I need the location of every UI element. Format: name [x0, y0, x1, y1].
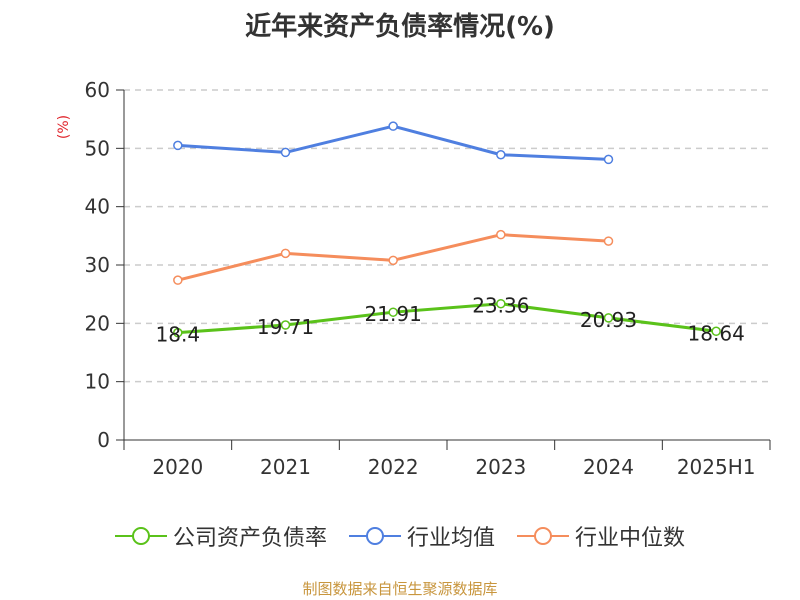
- legend-label-industry-mean: 行业均值: [406, 526, 495, 551]
- y-tick-label: 20: [85, 311, 110, 335]
- data-label: 21.91: [365, 302, 422, 326]
- x-tick-label: 2022: [368, 455, 419, 479]
- data-point-1: [280, 147, 291, 158]
- legend-marker-company: [114, 527, 167, 545]
- x-tick-label: 2024: [583, 455, 634, 479]
- y-tick-label: 30: [85, 253, 110, 277]
- legend-dot-company: [131, 527, 150, 545]
- legend-dot-industry-mean: [365, 527, 384, 545]
- x-tick-label: 2025H1: [677, 455, 756, 479]
- data-point-0: [711, 326, 721, 337]
- data-point-1: [173, 140, 183, 151]
- data-point-0: [388, 307, 398, 317]
- legend-item-industry-median[interactable]: 行业中位数: [517, 520, 685, 552]
- data-label: 20.93: [580, 308, 637, 332]
- x-tick-label: 2020: [152, 455, 203, 479]
- y-tick-label: 40: [85, 195, 110, 219]
- series-line-1: [177, 124, 609, 161]
- source-note: 制图数据来自恒生聚源数据库: [302, 580, 498, 598]
- data-point-0: [603, 313, 614, 323]
- legend-item-company[interactable]: 公司资产负债率: [114, 520, 327, 552]
- x-tick-label: 2023: [475, 455, 526, 479]
- data-point-1: [603, 154, 614, 165]
- y-tick-label: 10: [85, 370, 110, 394]
- data-label: 18.64: [688, 321, 745, 345]
- chart-title: 近年来资产负债率情况(%): [245, 12, 555, 42]
- data-point-2: [388, 255, 398, 266]
- legend-label-company: 公司资产负债率: [172, 526, 327, 551]
- legend-marker-industry-mean: [348, 527, 401, 545]
- y-tick-label: 0: [97, 428, 110, 452]
- legend: 公司资产负债率 行业均值 行业中位数: [0, 520, 800, 552]
- legend-dot-industry-median: [534, 527, 552, 545]
- data-point-2: [280, 248, 291, 259]
- legend-item-industry-mean[interactable]: 行业均值: [348, 520, 495, 552]
- data-point-2: [603, 236, 614, 246]
- series-line-0: [177, 302, 717, 335]
- data-point-1: [496, 150, 506, 160]
- data-point-0: [496, 298, 506, 309]
- data-point-2: [496, 229, 506, 240]
- data-point-2: [173, 275, 183, 285]
- data-point-0: [173, 327, 183, 338]
- data-label: 23.36: [472, 294, 529, 318]
- legend-label-industry-median: 行业中位数: [575, 526, 686, 551]
- data-label: 18.4: [156, 323, 201, 347]
- y-tick-label: 50: [85, 136, 110, 160]
- legend-marker-industry-median: [517, 527, 569, 545]
- data-point-0: [280, 320, 291, 330]
- data-label: 19.71: [257, 315, 314, 339]
- data-point-1: [388, 121, 398, 131]
- y-tick-label: 60: [85, 78, 110, 102]
- y-axis-label: (%): [56, 115, 72, 139]
- x-tick-label: 2021: [260, 455, 311, 479]
